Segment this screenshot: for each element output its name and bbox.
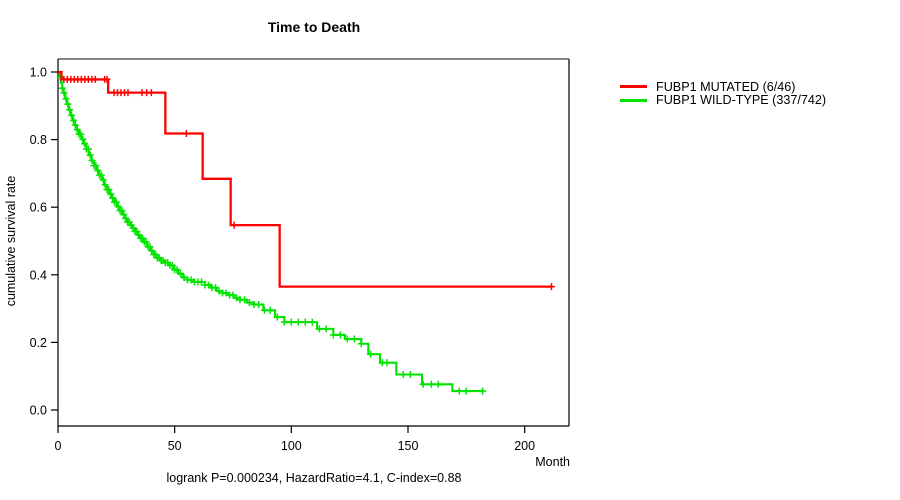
legend: FUBP1 MUTATED (6/46) FUBP1 WILD-TYPE (33… bbox=[620, 80, 826, 107]
y-tick-label: 1.0 bbox=[30, 66, 47, 80]
stats-annotation: logrank P=0.000234, HazardRatio=4.1, C-i… bbox=[166, 471, 462, 485]
y-tick-label: 0.2 bbox=[30, 336, 47, 350]
x-tick-label: 50 bbox=[168, 439, 182, 453]
chart-title: Time to Death bbox=[267, 19, 361, 35]
legend-item-wildtype: FUBP1 WILD-TYPE (337/742) bbox=[620, 93, 827, 108]
legend-label-wildtype: FUBP1 WILD-TYPE (337/742) bbox=[656, 93, 827, 108]
survival-curve-wildtype bbox=[58, 70, 484, 393]
survival-curve-mutated bbox=[58, 70, 553, 288]
x-axis-label: Month bbox=[535, 455, 570, 469]
legend-label-mutated: FUBP1 MUTATED (6/46) bbox=[656, 79, 796, 94]
x-tick-label: 100 bbox=[281, 439, 302, 453]
y-tick-label: 0.6 bbox=[30, 201, 47, 215]
censor-marks-wildtype bbox=[56, 73, 487, 395]
y-tick-label: 0.0 bbox=[30, 404, 47, 418]
x-tick-label: 200 bbox=[514, 439, 535, 453]
x-tick-label: 150 bbox=[398, 439, 419, 453]
y-tick-label: 0.4 bbox=[30, 268, 47, 282]
y-tick-label: 0.8 bbox=[30, 133, 47, 147]
legend-swatch-mutated bbox=[620, 85, 647, 89]
legend-item-mutated: FUBP1 MUTATED (6/46) bbox=[620, 80, 826, 94]
legend-swatch-wildtype bbox=[620, 98, 647, 102]
x-tick-label: 0 bbox=[55, 439, 62, 453]
censor-marks-mutated bbox=[60, 75, 555, 291]
